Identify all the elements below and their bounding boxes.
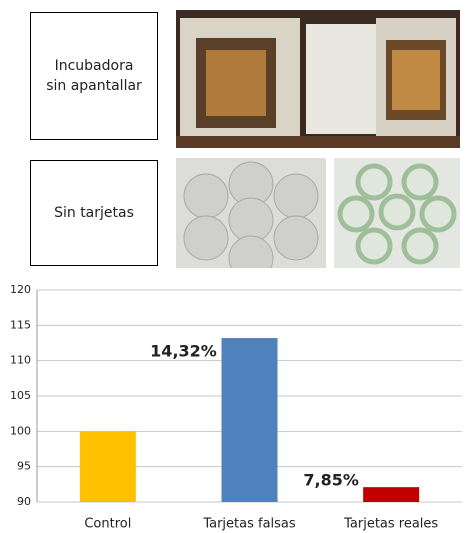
y-tick-label: 95 xyxy=(17,460,31,473)
cards-photo xyxy=(334,158,460,268)
y-tick-label: 90 xyxy=(17,495,31,508)
label-box: Sin tarjetas xyxy=(30,160,158,266)
label-box: Incubadora sin apantallar xyxy=(30,12,158,140)
y-tick-label: 115 xyxy=(10,318,31,331)
y-tick-label: 105 xyxy=(10,389,31,402)
bar xyxy=(221,338,278,502)
x-tick-label: Tarjetas reales xyxy=(343,517,438,532)
x-tick-label: Control xyxy=(84,517,131,532)
cards-photo xyxy=(176,158,326,268)
bar xyxy=(79,431,136,502)
chart: 90 95 100 105 110 115 120 Control Tarjetas falsa… xyxy=(10,283,462,532)
bar xyxy=(363,487,420,502)
y-tick-label: 120 xyxy=(10,283,31,296)
x-tick-label: Tarjetas falsas xyxy=(202,517,296,532)
incubator-photo xyxy=(176,10,460,148)
y-tick-label: 100 xyxy=(10,424,31,437)
annotation: 7,85% xyxy=(303,471,359,490)
y-tick-label: 110 xyxy=(10,354,31,367)
annotation: 14,32% xyxy=(150,342,217,361)
